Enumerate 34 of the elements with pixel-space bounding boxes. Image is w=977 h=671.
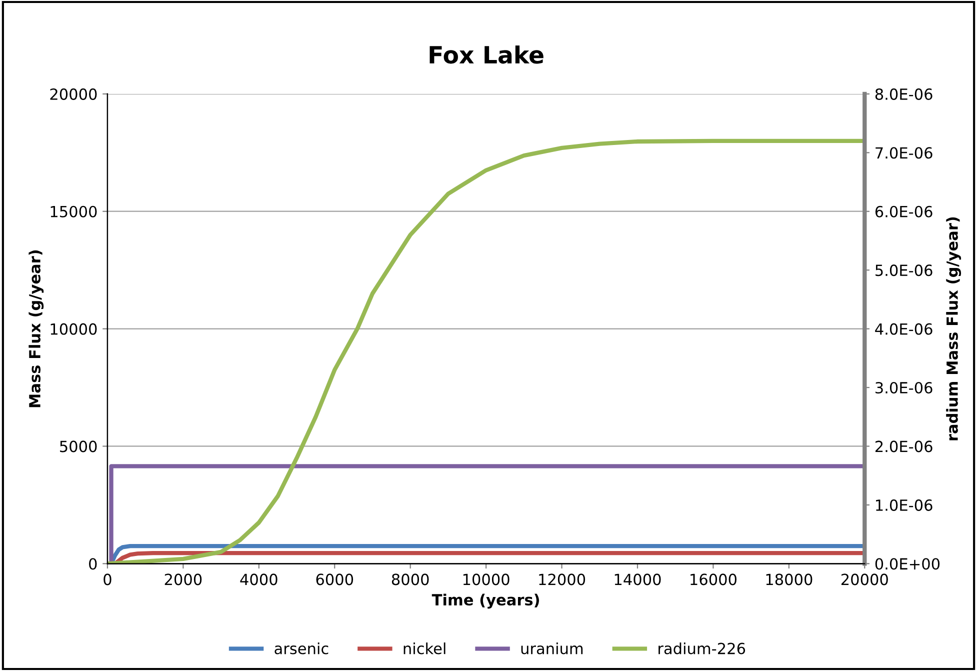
y2-tick-label: 5.0E-06 <box>876 264 932 276</box>
y2-tick-label: 6.0E-06 <box>875 206 932 218</box>
y2-tick-label: 1.0E-06 <box>876 499 932 511</box>
x-tick-label: 12000 <box>539 574 586 586</box>
x-tick-label: 2000 <box>164 574 202 586</box>
y2-tick-label: 8.0E-06 <box>875 88 932 100</box>
x-tick-label: 0 <box>104 574 112 586</box>
x-tick-label: 4000 <box>240 574 278 586</box>
y-tick-label: 15000 <box>50 206 97 218</box>
legend-label: uranium <box>521 642 583 654</box>
legend-label: arsenic <box>274 642 328 654</box>
x-axis-title: Time (years) <box>432 594 539 609</box>
y2-tick-label: 7.0E-06 <box>876 147 932 159</box>
x-tick-label: 6000 <box>316 574 354 586</box>
chart-title: Fox Lake <box>430 45 544 64</box>
y2-tick-label: 3.0E-06 <box>876 382 932 394</box>
x-tick-label: 14000 <box>614 574 661 586</box>
y2-tick-label: 4.0E-06 <box>875 323 932 335</box>
x-tick-label: 8000 <box>392 574 429 586</box>
x-tick-label: 20000 <box>841 574 888 586</box>
y-tick-label: 0 <box>89 558 97 570</box>
line-series <box>112 550 865 564</box>
y-axis-title: Mass Flux (g/year) <box>28 250 44 408</box>
x-tick-label: 18000 <box>766 574 812 586</box>
x-tick-label: 10000 <box>463 574 510 586</box>
x-tick-label: 16000 <box>690 574 736 586</box>
y2-tick-label: 2.0E-06 <box>875 440 932 452</box>
y-tick-label: 20000 <box>50 88 97 100</box>
y2-tick-label: 0.0E+00 <box>875 558 940 570</box>
legend-label: nickel <box>404 642 446 654</box>
legend-label: radium-226 <box>658 642 746 654</box>
y-tick-label: 5000 <box>60 440 97 452</box>
y-tick-label: 10000 <box>50 323 97 335</box>
y2-axis-title: radium Mass Flux (g/year) <box>946 217 962 440</box>
